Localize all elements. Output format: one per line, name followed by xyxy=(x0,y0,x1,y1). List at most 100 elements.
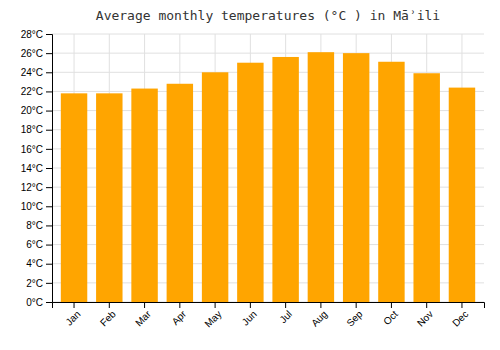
x-tick-mark xyxy=(74,302,75,308)
x-tick: Aug xyxy=(309,302,329,329)
y-tick-mark xyxy=(46,149,52,150)
x-axis-line xyxy=(53,303,485,309)
x-tick-mark xyxy=(461,302,462,308)
x-tick-mark xyxy=(179,302,180,308)
bars xyxy=(61,52,475,302)
x-tick-label: Dec xyxy=(450,308,470,328)
grid xyxy=(52,34,484,302)
y-tick-mark xyxy=(46,302,52,303)
y-tick: 20°C xyxy=(21,105,52,116)
y-tick-label: 22°C xyxy=(21,86,43,97)
x-tick-label: Aug xyxy=(309,308,329,328)
y-tick: 26°C xyxy=(21,48,52,59)
x-tick-label: Mar xyxy=(133,308,153,328)
x-tick-mark xyxy=(356,302,357,308)
y-tick-mark xyxy=(46,187,52,188)
grid-line-y xyxy=(52,72,484,73)
y-tick-label: 16°C xyxy=(21,144,43,155)
y-tick-mark xyxy=(46,264,52,265)
x-tick: Sep xyxy=(344,302,365,329)
y-tick: 22°C xyxy=(21,86,52,97)
y-tick-mark xyxy=(46,34,52,35)
y-tick-label: 4°C xyxy=(26,258,43,269)
y-tick-mark xyxy=(46,72,52,73)
y-tick: 16°C xyxy=(21,144,52,155)
y-tick-label: 12°C xyxy=(21,182,43,193)
x-tick-label: Jul xyxy=(277,308,294,325)
y-tick-mark xyxy=(46,53,52,54)
y-tick-label: 0°C xyxy=(26,297,43,308)
y-tick: 18°C xyxy=(21,124,52,135)
y-tick: 14°C xyxy=(21,163,52,174)
y-tick-label: 14°C xyxy=(21,163,43,174)
x-tick: Feb xyxy=(98,302,118,328)
bar xyxy=(413,73,439,302)
y-tick-mark xyxy=(46,245,52,246)
y-axis-line xyxy=(46,35,53,303)
x-tick-label: May xyxy=(202,308,223,329)
x-tick: Nov xyxy=(415,302,435,329)
x-tick-mark xyxy=(320,302,321,308)
x-tick-label: Jan xyxy=(63,308,82,327)
x-tick-label: Apr xyxy=(170,308,189,327)
y-tick-mark xyxy=(46,206,52,207)
y-tick-label: 8°C xyxy=(26,220,43,231)
y-tick-label: 6°C xyxy=(26,239,43,250)
bar xyxy=(61,93,87,302)
y-tick: 28°C xyxy=(21,29,52,40)
y-tick-label: 28°C xyxy=(21,29,43,40)
y-tick: 2°C xyxy=(26,278,52,289)
x-tick-label: Nov xyxy=(415,308,435,328)
y-tick-label: 2°C xyxy=(26,278,43,289)
x-tick-label: Oct xyxy=(381,308,400,327)
y-tick: 12°C xyxy=(21,182,52,193)
x-tick-label: Jun xyxy=(240,308,259,327)
y-tick: 10°C xyxy=(21,201,52,212)
x-tick-mark xyxy=(215,302,216,308)
y-tick: 8°C xyxy=(26,220,52,231)
bar xyxy=(237,63,263,302)
y-tick-mark xyxy=(46,130,52,131)
chart: Jan Feb Mar Apr May Jun Jul Aug Sep Oct Nov Dec 0°C 2… xyxy=(0,0,500,350)
y-tick-label: 24°C xyxy=(21,67,43,78)
x-tick: Jun xyxy=(240,302,259,328)
bar xyxy=(343,53,369,302)
x-tick-mark xyxy=(426,302,427,308)
y-tick: 0°C xyxy=(26,297,52,308)
y-axis: 0°C 2°C 4°C 6°C 8°C 10°C 12°C 14°C 16°C 18°C 20°C 2… xyxy=(21,29,53,308)
x-tick-mark xyxy=(144,302,145,308)
x-tick-mark xyxy=(391,302,392,308)
y-tick-label: 10°C xyxy=(21,201,43,212)
y-tick-mark xyxy=(46,111,52,112)
plot: Jan Feb Mar Apr May Jun Jul Aug Sep Oct Nov Dec 0°C 2… xyxy=(21,29,485,330)
bar xyxy=(449,88,475,302)
bar xyxy=(272,57,298,302)
y-tick: 6°C xyxy=(26,239,52,250)
bar xyxy=(167,84,193,302)
x-tick-label: Feb xyxy=(98,308,118,328)
x-tick: Mar xyxy=(133,302,153,328)
grid-line-y xyxy=(52,53,484,54)
x-tick-mark xyxy=(109,302,110,308)
bar xyxy=(202,72,228,302)
x-tick: Oct xyxy=(381,302,400,327)
bar xyxy=(131,89,157,302)
y-tick-label: 20°C xyxy=(21,105,43,116)
title: Average monthly temperatures (°C ) in Mā… xyxy=(96,8,440,23)
y-tick-mark xyxy=(46,225,52,226)
bar xyxy=(96,93,122,302)
x-tick-mark xyxy=(285,302,286,308)
x-tick: Apr xyxy=(170,302,189,327)
x-tick-label: Sep xyxy=(344,308,365,329)
y-tick-mark xyxy=(46,168,52,169)
y-tick: 24°C xyxy=(21,67,52,78)
bar xyxy=(378,62,404,302)
x-tick: Dec xyxy=(450,302,470,329)
x-axis: Jan Feb Mar Apr May Jun Jul Aug Sep Oct Nov Dec xyxy=(53,302,485,330)
grid-line-y xyxy=(52,34,484,35)
y-tick-label: 18°C xyxy=(21,124,43,135)
y-tick-mark xyxy=(46,283,52,284)
bar xyxy=(308,52,334,302)
x-tick: Jul xyxy=(277,302,294,325)
x-tick: Jan xyxy=(63,302,82,328)
